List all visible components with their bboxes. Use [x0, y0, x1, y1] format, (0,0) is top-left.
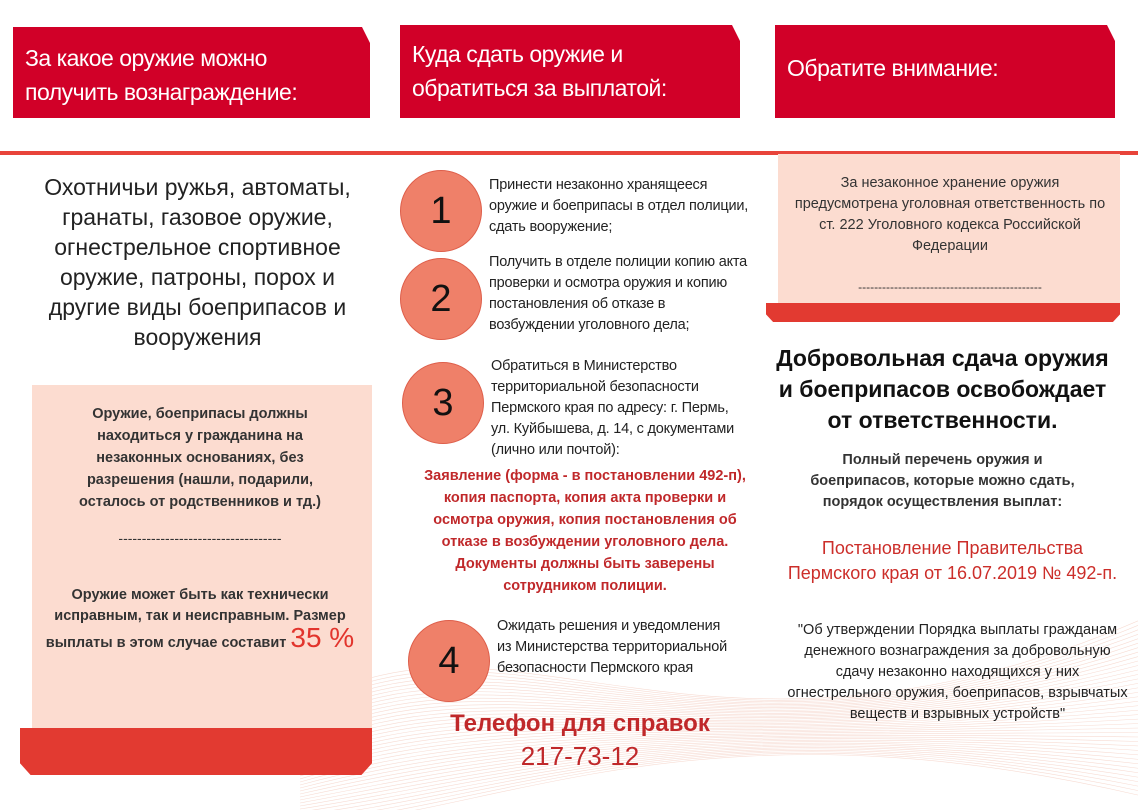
- weapons-list-title: Охотничьи ружья, автоматы, гранаты, газо…: [44, 174, 351, 350]
- step-4-circle: 4: [408, 620, 490, 702]
- panel-red-bar: [20, 728, 372, 775]
- step-2-circle: 2: [400, 258, 482, 340]
- decree-title: "Об утверждении Порядка выплаты граждана…: [787, 622, 1128, 722]
- step-3-text: Обратиться в Министерство территориально…: [491, 358, 735, 458]
- warning-red-bar: [766, 303, 1120, 322]
- warning-panel: [778, 154, 1120, 306]
- step-1-circle: 1: [400, 170, 482, 252]
- list-intro: Полный перечень оружия и боеприпасов, ко…: [810, 452, 1075, 510]
- step-3-circle: 3: [402, 362, 484, 444]
- phone-number[interactable]: 217-73-12: [520, 741, 640, 771]
- required-documents: Заявление (форма - в постановлении 492-п…: [424, 468, 746, 594]
- wave-lines: [300, 620, 1138, 810]
- step-2-text: Получить в отделе полиции копию акта про…: [489, 254, 748, 333]
- header-weapons: За какое оружие можно получить вознаграж…: [13, 27, 370, 118]
- liability-warning: За незаконное хранение оружия предусмотр…: [794, 175, 1106, 254]
- panel-divider: -----------------------------------: [118, 530, 282, 546]
- payment-percent: 35 %: [290, 622, 355, 653]
- payment-note-text: Оружие может быть как технически исправн…: [45, 587, 346, 651]
- step-1-text: Принести незаконно хранящееся оружие и б…: [489, 177, 749, 235]
- exemption-headline: Добровольная сдача оружия и боеприпасов …: [776, 345, 1109, 433]
- decorative-wave-background: [300, 620, 1138, 810]
- decree-reference[interactable]: Постановление Правительства Пермского кр…: [787, 538, 1118, 583]
- step-4-text: Ожидать решения и уведомления из Министе…: [497, 618, 727, 676]
- header-where-to-submit: Куда сдать оружие и обратиться за выплат…: [400, 25, 740, 118]
- header-attention: Обратите внимание:: [775, 25, 1115, 118]
- divider-line: [0, 151, 1138, 155]
- warning-divider: ----------------------------------------…: [858, 280, 1042, 294]
- conditions-note: Оружие, боеприпасы должны находиться у г…: [79, 406, 321, 510]
- payment-note: Оружие может быть как технически исправн…: [45, 585, 355, 654]
- conditions-panel: [32, 385, 372, 730]
- phone-label: Телефон для справок: [450, 710, 710, 737]
